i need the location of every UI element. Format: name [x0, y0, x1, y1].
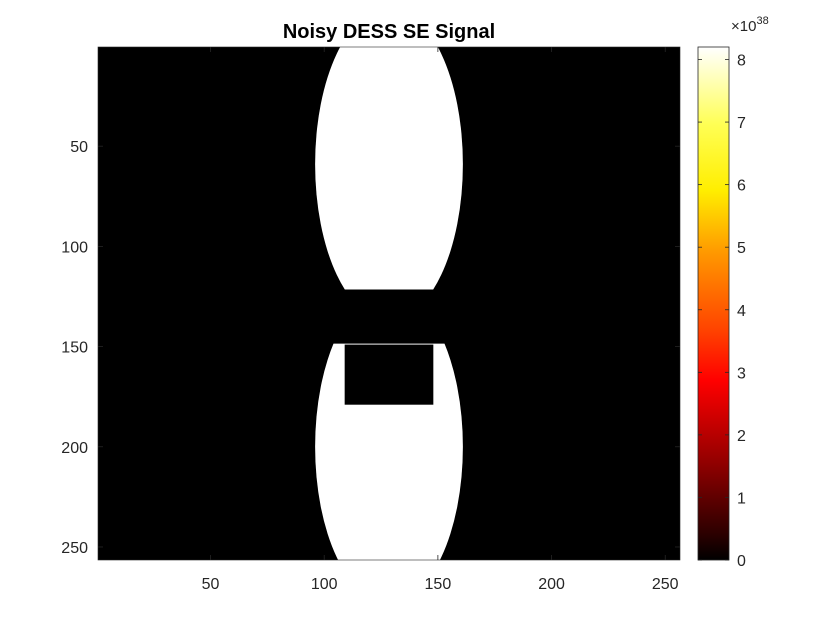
- y-tick-label: 250: [61, 540, 88, 557]
- colorbar-tick-label: 3: [737, 365, 746, 382]
- colorbar-ticks: 0 1 2 3 4 5 6 7 8: [698, 53, 746, 570]
- colorbar-fill: [698, 47, 729, 560]
- colorbar-exponent: ×1038: [731, 15, 769, 35]
- colorbar-box: [697, 46, 730, 561]
- plot-area: [97, 46, 681, 561]
- colorbar-tick-label: 4: [737, 303, 746, 320]
- x-tick-label: 100: [311, 576, 338, 593]
- colorbar-tick-label: 6: [737, 178, 746, 195]
- colorbar-tick-label: 0: [737, 553, 746, 570]
- colorbar-tick-label: 1: [737, 490, 746, 507]
- signal-ellipse-1: [315, 47, 463, 290]
- x-tick-label: 200: [538, 576, 565, 593]
- y-tick-label: 50: [70, 139, 88, 156]
- y-tick-label: 200: [61, 440, 88, 457]
- chart-title: Noisy DESS SE Signal: [283, 21, 495, 43]
- y-axis: 50 100 150 200 250: [61, 139, 680, 557]
- colorbar-tick-label: 7: [737, 115, 746, 132]
- x-tick-label: 250: [652, 576, 679, 593]
- colorbar-tick-label: 8: [737, 53, 746, 70]
- x-axis: 50 100 150 200 250: [202, 47, 679, 593]
- signal-rect-3: [344, 344, 434, 405]
- x-tick-label: 50: [202, 576, 220, 593]
- colorbar-tick-label: 2: [737, 428, 746, 445]
- y-tick-label: 100: [61, 239, 88, 256]
- y-tick-label: 150: [61, 340, 88, 357]
- colorbar-exponent-base: ×10: [731, 18, 756, 35]
- axes-box: [97, 46, 681, 561]
- x-tick-label: 150: [425, 576, 452, 593]
- colorbar: 0 1 2 3 4 5 6 7 8 ×1038: [697, 15, 769, 570]
- image-regions: [315, 47, 463, 560]
- colorbar-exponent-power: 38: [756, 15, 768, 27]
- colorbar-tick-label: 5: [737, 240, 746, 257]
